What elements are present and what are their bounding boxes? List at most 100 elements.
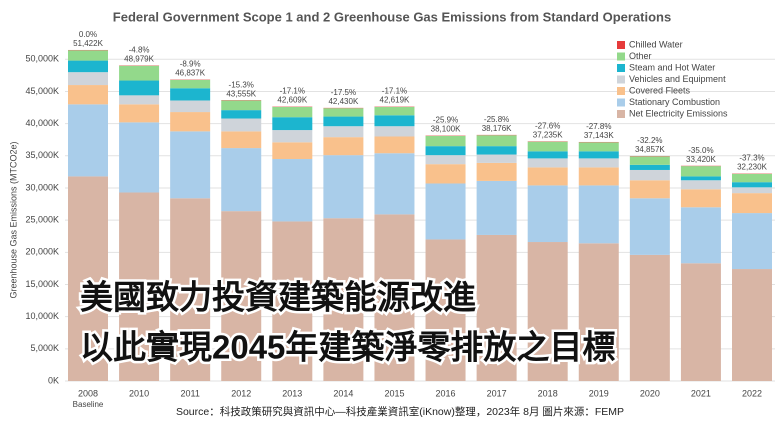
legend-label: Chilled Water	[629, 39, 683, 49]
bar-segment	[527, 167, 568, 186]
bar-segment	[374, 136, 415, 154]
bar-segment	[476, 180, 517, 235]
y-tick-label: 20,000K	[25, 247, 59, 257]
y-tick-label: 45,000K	[25, 86, 59, 96]
change-label: -25.9%	[433, 116, 458, 125]
x-tick-label: 2015	[384, 388, 404, 398]
legend-label: Stationary Combustion	[629, 97, 720, 107]
x-tick-label: 2011	[180, 388, 199, 398]
bar-segment	[425, 135, 466, 147]
bar-segment	[578, 243, 619, 381]
bar-segment	[680, 207, 721, 264]
legend-swatch	[617, 41, 625, 49]
legend-swatch	[617, 64, 625, 72]
x-tick-label: 2021	[691, 388, 711, 398]
bar-segment	[68, 176, 108, 381]
bar-segment	[732, 213, 772, 270]
y-tick-label: 25,000K	[25, 215, 59, 225]
bar-segment	[629, 156, 670, 165]
bar-segment	[323, 108, 364, 117]
legend-label: Other	[629, 51, 652, 61]
total-label: 43,555K	[226, 89, 256, 98]
bar-segment	[680, 189, 721, 208]
change-label: -27.6%	[535, 121, 560, 130]
bar-segment	[680, 166, 721, 177]
source-note: Source：科技政策研究與資訊中心—科技產業資訊室(iKnow)整理，2023…	[176, 405, 624, 418]
x-tick-label: 2019	[589, 388, 609, 398]
bar-segment	[119, 80, 160, 96]
bar-segment	[272, 130, 313, 143]
bar-segment	[170, 198, 211, 381]
bar-segment	[170, 100, 211, 113]
bar-segment	[68, 85, 108, 105]
bar-segment	[629, 254, 670, 381]
total-label: 42,609K	[277, 96, 307, 105]
x-tick-sublabel: Baseline	[73, 400, 104, 409]
bar-segment	[374, 106, 415, 116]
change-label: -17.1%	[382, 87, 407, 96]
change-label: -27.8%	[586, 122, 611, 131]
legend-swatch	[617, 75, 625, 84]
bar-segment	[527, 185, 568, 243]
bar-segment	[578, 167, 619, 186]
total-label: 37,143K	[584, 131, 614, 140]
bar-segment	[425, 164, 466, 184]
legend-label: Steam and Hot Water	[629, 62, 715, 72]
bar-segment	[476, 135, 517, 147]
bar-segment	[221, 118, 262, 132]
bar-segment	[323, 137, 364, 156]
bar-segment	[732, 193, 772, 214]
bar-segment	[629, 198, 670, 255]
x-tick-label: 2008	[78, 388, 98, 398]
bar-segment	[272, 106, 313, 118]
y-tick-label: 40,000K	[25, 118, 59, 128]
x-tick-label: 2010	[129, 388, 149, 398]
x-tick-label: 2018	[538, 388, 558, 398]
x-tick-label: 2012	[231, 388, 251, 398]
x-tick-label: 2017	[487, 388, 507, 398]
bar-segment	[578, 151, 619, 159]
bar-segment	[221, 148, 262, 212]
change-label: -8.9%	[180, 60, 201, 69]
bar-segment	[221, 100, 262, 111]
legend-swatch	[617, 110, 625, 118]
total-label: 48,979K	[124, 55, 154, 64]
total-label: 33,420K	[686, 155, 716, 164]
total-label: 42,619K	[380, 96, 410, 105]
bar-segment	[119, 95, 160, 105]
bar-segment	[119, 122, 160, 193]
bar-segment	[732, 182, 772, 188]
bar-segment	[374, 126, 415, 137]
bar-segment	[221, 211, 262, 381]
bar-segment	[68, 72, 108, 86]
bar-segment	[170, 88, 211, 101]
bar-segment	[323, 155, 364, 219]
bar-segment	[374, 214, 415, 381]
bar-segment	[476, 234, 517, 381]
bar-segment	[680, 180, 721, 190]
bar-segment	[476, 154, 517, 163]
total-label: 38,100K	[431, 125, 461, 134]
bar-segment	[425, 155, 466, 165]
y-tick-label: 15,000K	[25, 279, 59, 289]
x-tick-label: 2020	[640, 388, 660, 398]
x-tick-label: 2016	[436, 388, 456, 398]
y-tick-label: 5,000K	[30, 343, 59, 353]
bar-segment	[323, 116, 364, 127]
bar-segment	[527, 151, 568, 159]
bar-segment	[68, 60, 108, 73]
change-label: -4.8%	[129, 46, 150, 55]
bar-segment	[732, 187, 772, 194]
y-tick-label: 30,000K	[25, 182, 59, 192]
bar-segment	[323, 218, 364, 381]
bar-segment	[629, 169, 670, 181]
bar-segment	[425, 239, 466, 381]
bar-segment	[119, 192, 160, 381]
total-label: 32,230K	[737, 163, 767, 172]
bar-segment	[732, 269, 772, 381]
x-tick-label: 2013	[282, 388, 302, 398]
bar-segment	[578, 185, 619, 244]
total-label: 46,837K	[175, 69, 205, 78]
bar-segment	[272, 221, 313, 381]
